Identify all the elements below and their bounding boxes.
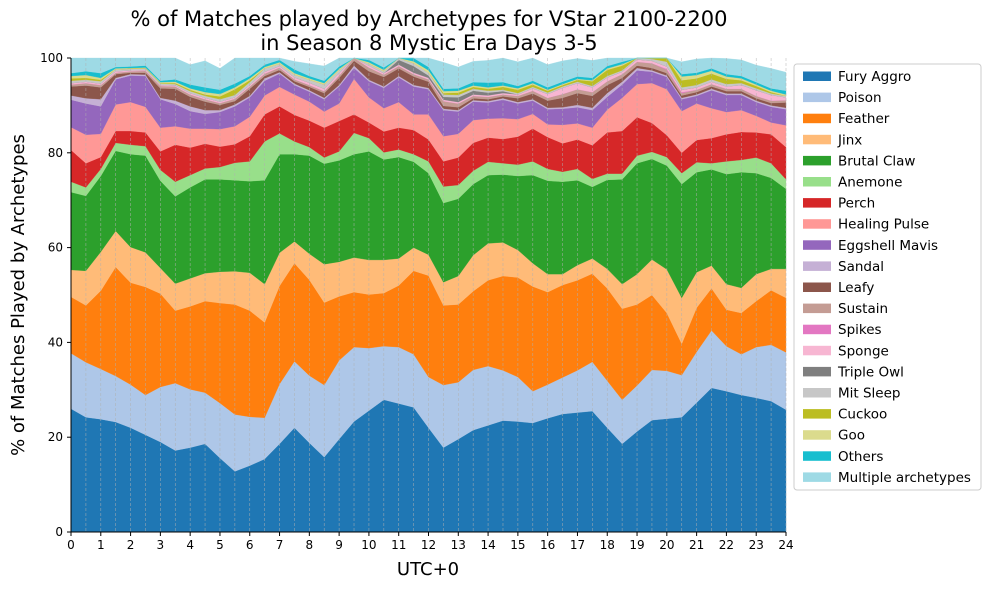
legend-swatch bbox=[803, 472, 831, 482]
y-tick-label: 40 bbox=[48, 335, 63, 349]
legend-label: Poison bbox=[838, 90, 882, 106]
legend-label: Healing Pulse bbox=[838, 217, 929, 233]
legend-label: Leafy bbox=[838, 280, 874, 296]
legend-label: Others bbox=[838, 449, 883, 465]
legend-swatch bbox=[803, 92, 831, 103]
x-tick-label: 18 bbox=[600, 538, 615, 552]
legend-swatch bbox=[803, 409, 831, 419]
legend-label: Perch bbox=[838, 196, 875, 212]
x-tick-label: 8 bbox=[306, 538, 314, 552]
x-tick-label: 0 bbox=[67, 538, 75, 552]
legend-swatch bbox=[803, 198, 831, 208]
x-tick-label: 17 bbox=[570, 538, 585, 552]
x-tick-label: 24 bbox=[778, 538, 793, 552]
legend-label: Mit Sleep bbox=[838, 386, 900, 402]
legend-label: Jinx bbox=[837, 132, 862, 148]
x-tick-label: 19 bbox=[629, 538, 644, 552]
vertical-gridlines bbox=[70, 58, 787, 532]
legend-label: Triple Owl bbox=[837, 364, 904, 380]
chart-title-line1: % of Matches played by Archetypes for VS… bbox=[131, 7, 728, 31]
y-axis-label: % of Matches Played by Archetypes bbox=[8, 134, 29, 456]
x-tick-label: 3 bbox=[157, 538, 165, 552]
x-tick-label: 11 bbox=[391, 538, 406, 552]
chart-title-line2: in Season 8 Mystic Era Days 3-5 bbox=[260, 31, 597, 55]
legend-label: Cuckoo bbox=[838, 407, 887, 423]
x-tick-label: 23 bbox=[749, 538, 764, 552]
legend-label: Goo bbox=[838, 428, 865, 444]
legend-label: Sandal bbox=[838, 259, 884, 275]
legend-label: Multiple archetypes bbox=[838, 470, 971, 486]
x-axis-label: UTC+0 bbox=[397, 559, 459, 580]
x-tick-label: 7 bbox=[276, 538, 284, 552]
y-tick-label: 60 bbox=[48, 241, 63, 255]
legend-label: Feather bbox=[838, 111, 890, 127]
legend-swatch bbox=[803, 388, 831, 398]
x-tick-label: 6 bbox=[246, 538, 254, 552]
x-tick-label: 4 bbox=[186, 538, 194, 552]
x-tick-label: 9 bbox=[335, 538, 343, 552]
legend-frame bbox=[793, 63, 982, 491]
legend-label: Sustain bbox=[838, 301, 888, 317]
legend-swatch bbox=[803, 240, 831, 250]
axes: 0 1 2 3 4 5 6 7 8 9 10 11 12 13 14 15 16 17 18 19 20 21 22 23 24… bbox=[40, 51, 794, 552]
legend-swatch bbox=[803, 324, 831, 335]
legend: Fury Aggro Poison Feather Jinx Brutal Claw An… bbox=[793, 63, 982, 491]
x-tick-label: 20 bbox=[659, 538, 674, 552]
legend-swatch bbox=[803, 261, 831, 271]
legend-label: Eggshell Mavis bbox=[838, 238, 938, 254]
legend-swatch bbox=[803, 430, 831, 440]
x-tick-label: 13 bbox=[451, 538, 466, 552]
y-tick-label: 100 bbox=[40, 51, 63, 65]
y-tick-label: 0 bbox=[55, 525, 63, 539]
legend-swatch bbox=[803, 219, 831, 229]
x-tick-label: 10 bbox=[361, 538, 376, 552]
legend-label: Anemone bbox=[838, 175, 902, 191]
x-tick-label: 12 bbox=[421, 538, 436, 552]
legend-label: Brutal Claw bbox=[838, 153, 915, 169]
legend-swatch bbox=[803, 345, 831, 356]
legend-swatch bbox=[803, 134, 831, 145]
legend-swatch bbox=[803, 451, 831, 461]
legend-swatch bbox=[803, 303, 831, 314]
x-tick-label: 14 bbox=[480, 538, 495, 552]
x-tick-label: 1 bbox=[97, 538, 105, 552]
legend-label: Fury Aggro bbox=[838, 69, 911, 85]
y-tick-label: 20 bbox=[48, 430, 63, 444]
x-tick-label: 21 bbox=[689, 538, 704, 552]
legend-swatch bbox=[803, 155, 831, 166]
x-tick-label: 22 bbox=[719, 538, 734, 552]
x-tick-label: 2 bbox=[127, 538, 135, 552]
legend-swatch bbox=[803, 113, 831, 124]
x-tick-label: 16 bbox=[540, 538, 555, 552]
legend-label: Spikes bbox=[838, 322, 882, 338]
x-tick-label: 15 bbox=[510, 538, 525, 552]
legend-swatch bbox=[803, 177, 831, 187]
y-tick-label: 80 bbox=[48, 146, 63, 160]
legend-label: Sponge bbox=[838, 343, 889, 359]
legend-swatch bbox=[803, 366, 831, 377]
x-tick-label: 5 bbox=[216, 538, 224, 552]
legend-swatch bbox=[803, 71, 831, 81]
legend-swatch bbox=[803, 282, 831, 292]
